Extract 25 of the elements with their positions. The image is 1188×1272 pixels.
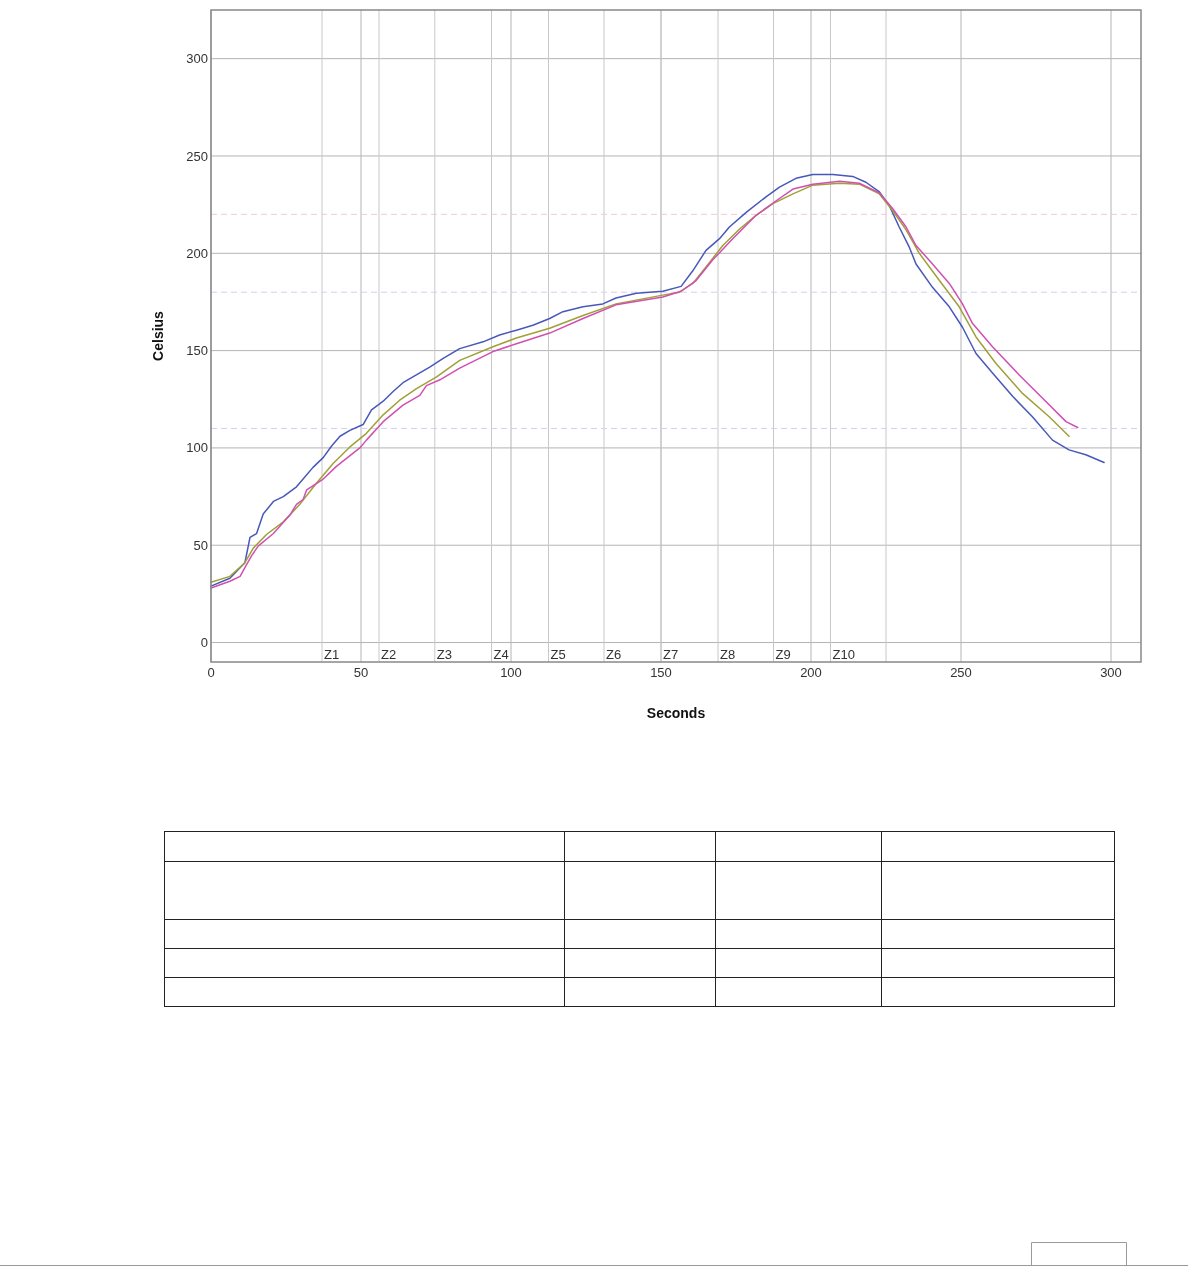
- x-axis-title: Seconds: [646, 705, 706, 721]
- ref-line-label: Z6: [606, 647, 622, 662]
- ref-line-label: Z3: [436, 647, 452, 662]
- ref-line-label: Z8: [720, 647, 736, 662]
- y-tick-label: 0: [200, 635, 208, 651]
- ref-line-label: Z2: [381, 647, 397, 662]
- ref-line-label: Z4: [493, 647, 509, 662]
- ref-line-label: Z10: [832, 647, 855, 662]
- x-tick-label: 300: [1100, 665, 1122, 680]
- y-tick-label: 150: [186, 343, 208, 359]
- y-tick-label: 200: [186, 245, 208, 261]
- x-tick-label: 100: [500, 665, 522, 680]
- x-tick-label: 250: [950, 665, 972, 680]
- y-axis-title: Celsius: [150, 310, 166, 361]
- x-tick-label: 150: [650, 665, 672, 680]
- y-tick-label: 50: [193, 537, 208, 553]
- ref-line-label: Z5: [550, 647, 566, 662]
- x-tick-label: 200: [800, 665, 822, 680]
- ref-line-label: Z1: [324, 647, 340, 662]
- x-tick-label: 50: [353, 665, 369, 680]
- ref-line-label: Z9: [775, 647, 791, 662]
- y-tick-label: 100: [186, 440, 208, 456]
- ref-line-label: Z7: [663, 647, 679, 662]
- y-tick-label: 250: [186, 148, 208, 164]
- y-tick-label: 300: [186, 51, 208, 67]
